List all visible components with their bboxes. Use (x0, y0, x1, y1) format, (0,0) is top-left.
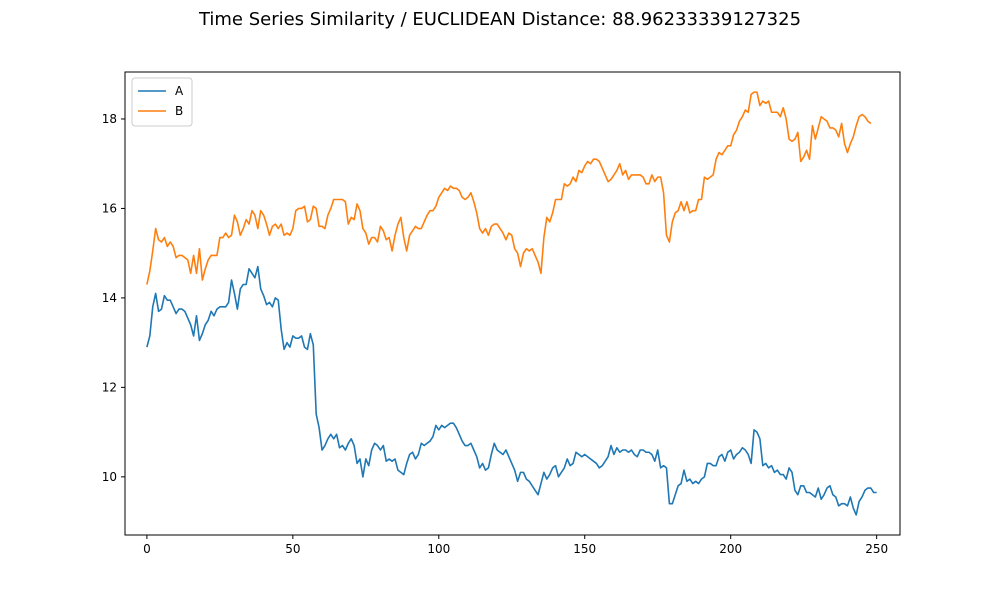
x-tick-label: 150 (573, 542, 596, 556)
legend-label-b: B (175, 104, 183, 118)
x-tick-label: 50 (285, 542, 300, 556)
y-tick-label: 12 (102, 380, 117, 394)
y-tick-label: 14 (102, 291, 117, 305)
x-tick-label: 250 (865, 542, 888, 556)
x-tick-label: 200 (719, 542, 742, 556)
legend: AB (131, 77, 193, 127)
chart-title: Time Series Similarity / EUCLIDEAN Dista… (198, 9, 802, 30)
series-line-a (146, 265, 877, 516)
x-tick-label: 100 (427, 542, 450, 556)
x-axis: 0 50 100 150 200 250 (143, 535, 888, 556)
y-axis: 10 12 14 16 18 (102, 112, 125, 484)
y-tick-label: 16 (102, 201, 117, 215)
legend-label-a: A (175, 84, 184, 98)
series-layer (146, 91, 877, 516)
y-tick-label: 10 (102, 470, 117, 484)
series-line-b (146, 91, 872, 285)
plot-frame (124, 71, 901, 536)
x-tick-label: 0 (143, 542, 151, 556)
y-tick-label: 18 (102, 112, 117, 126)
legend-box (131, 77, 193, 127)
